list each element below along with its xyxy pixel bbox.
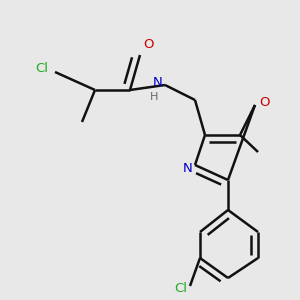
Text: O: O bbox=[143, 38, 154, 51]
Text: Cl: Cl bbox=[35, 61, 48, 74]
Text: N: N bbox=[183, 161, 193, 175]
Text: H: H bbox=[150, 92, 158, 102]
Text: N: N bbox=[153, 76, 163, 88]
Text: O: O bbox=[259, 95, 269, 109]
Text: Cl: Cl bbox=[174, 281, 187, 295]
